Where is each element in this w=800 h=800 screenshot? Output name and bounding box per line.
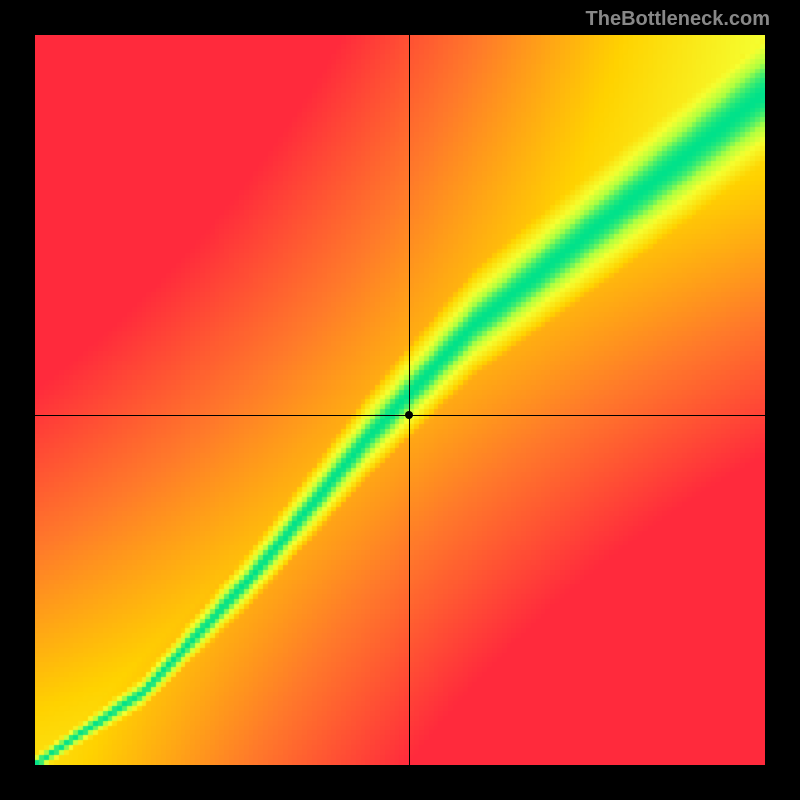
crosshair-horizontal: [35, 415, 765, 416]
watermark-text: TheBottleneck.com: [586, 8, 770, 31]
crosshair-vertical: [409, 35, 410, 765]
crosshair-marker: [405, 411, 413, 419]
heatmap-canvas: [35, 35, 765, 765]
bottleneck-heatmap: [35, 35, 765, 765]
